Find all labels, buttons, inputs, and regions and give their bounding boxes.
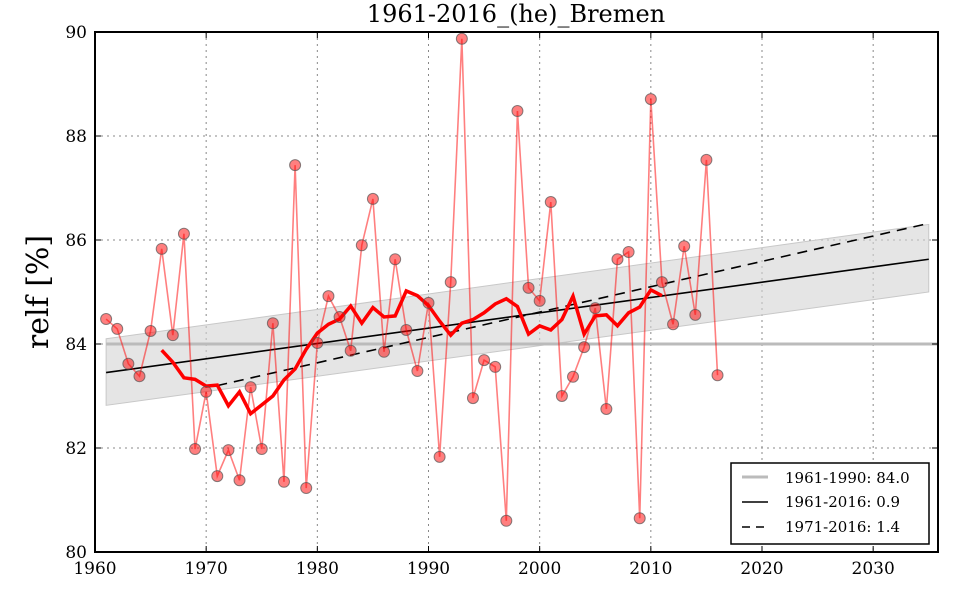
data-point [244, 381, 257, 394]
data-point [322, 290, 335, 303]
data-point [622, 245, 635, 258]
data-point [289, 159, 302, 172]
data-point [555, 390, 568, 402]
x-tick-label: 1980 [296, 559, 339, 579]
data-point [611, 253, 624, 266]
moving-average-series [160, 287, 663, 417]
data-point [366, 192, 379, 205]
y-axis-ticks: 80 82 84 86 88 90 [65, 23, 938, 563]
data-point [333, 310, 346, 323]
x-tick-label: 2030 [852, 559, 895, 579]
data-point [589, 302, 602, 315]
data-point [633, 512, 646, 525]
y-tick-label: 80 [65, 543, 87, 563]
trend-lines [106, 222, 929, 387]
data-point [355, 239, 368, 252]
data-point [433, 450, 446, 463]
plot-frame [94, 31, 939, 553]
data-point [489, 360, 502, 373]
data-point [444, 276, 457, 289]
data-point [644, 93, 657, 106]
y-tick-label: 86 [65, 231, 87, 251]
data-point [311, 336, 324, 349]
data-point [189, 443, 202, 456]
data-point [500, 514, 513, 527]
data-point [255, 443, 268, 456]
data-point [166, 329, 179, 342]
data-point [378, 345, 391, 358]
data-point [667, 318, 680, 331]
data-point [533, 294, 546, 307]
legend-label-trend-1971: 1971-2016: 1.4 [785, 518, 900, 536]
data-point [344, 344, 357, 357]
data-point [233, 474, 246, 487]
annual-markers [100, 32, 724, 527]
data-point [266, 317, 279, 330]
data-point [222, 444, 235, 457]
data-point [522, 281, 535, 294]
annual-line [105, 38, 719, 521]
data-point [466, 392, 479, 405]
data-point [678, 240, 691, 253]
data-point [511, 105, 524, 118]
legend-label-trend-1961: 1961-2016: 0.9 [785, 493, 900, 511]
data-point [455, 32, 468, 45]
data-point [144, 325, 157, 337]
data-point [689, 308, 702, 321]
x-tick-label: 1960 [73, 559, 116, 579]
data-point [711, 369, 724, 382]
data-point [578, 341, 591, 354]
data-point [111, 322, 124, 335]
x-tick-label: 1970 [185, 559, 228, 579]
data-point [277, 475, 290, 488]
legend-label-reference: 1961-1990: 84.0 [785, 469, 910, 487]
data-point [400, 323, 413, 336]
x-axis-ticks: 1960 1970 1980 1990 2000 2010 2020 2030 [73, 32, 895, 579]
y-tick-label: 90 [65, 23, 87, 43]
data-point [389, 253, 402, 266]
data-point [200, 385, 213, 398]
data-point [411, 365, 424, 378]
y-axis-label: relf [%] [21, 235, 56, 349]
y-tick-label: 82 [65, 439, 87, 459]
moving-average-line [160, 287, 663, 417]
data-point [300, 482, 313, 495]
data-point [177, 227, 190, 240]
x-tick-label: 2020 [740, 559, 783, 579]
data-point [700, 153, 713, 166]
x-tick-label: 1990 [407, 559, 450, 579]
data-point [544, 196, 557, 209]
y-tick-label: 88 [65, 127, 87, 147]
data-point [100, 313, 113, 326]
data-point [600, 403, 613, 415]
data-point [122, 357, 135, 370]
x-tick-label: 2000 [518, 559, 561, 579]
data-point [655, 276, 668, 289]
data-point [155, 242, 168, 255]
x-tick-label: 2010 [629, 559, 672, 579]
chart-title: 1961-2016_(he)_Bremen [367, 0, 665, 28]
data-point [133, 370, 146, 383]
data-point [567, 370, 580, 383]
data-point [422, 296, 435, 309]
annual-series [105, 38, 719, 521]
trend-line-1971-2016 [217, 222, 929, 387]
y-tick-label: 84 [65, 335, 87, 355]
legend: 1961-1990: 84.0 1961-2016: 0.9 1971-2016… [730, 462, 930, 545]
trend-line-1961-2016 [106, 258, 929, 374]
data-point [211, 470, 224, 483]
data-point [478, 354, 491, 367]
